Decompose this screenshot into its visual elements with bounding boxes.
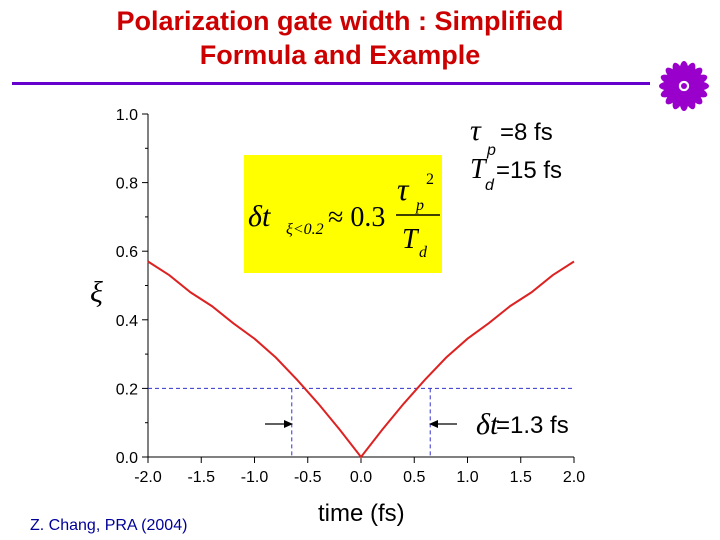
y-tick-label: 1.0 <box>116 107 138 124</box>
logo-petal <box>672 90 684 110</box>
formula-approx: ≈ 0.3 <box>328 202 385 233</box>
x-tick-label: 1.5 <box>510 469 532 486</box>
formula-box: δt ξ<0.2 ≈ 0.3 τ p 2 T d <box>244 155 442 273</box>
x-tick-label: -1.0 <box>241 469 269 486</box>
chart-axes: 0.0 0.2 0.4 0.6 0.8 1.0 -2.0 -1.5 -1.0 -0.5 0.0 0.5… <box>116 107 585 486</box>
y-tick-label: 0.8 <box>116 176 138 193</box>
formula-denominator-sub: d <box>419 244 428 261</box>
x-tick-label: 2.0 <box>563 469 585 486</box>
slide-title: Polarization gate width : Simplified For… <box>0 4 680 72</box>
formula-numerator-sub: p <box>415 197 424 214</box>
slide-title-line-2: Formula and Example <box>199 40 481 70</box>
logo-petal <box>686 67 703 84</box>
x-tick-label: 1.0 <box>456 469 478 486</box>
y-tick-label: 0.6 <box>116 244 138 261</box>
series-line <box>147 260 575 459</box>
title-divider <box>12 82 650 85</box>
slide-title-line-1: Polarization gate width : Simplified <box>116 6 564 36</box>
x-tick-label: -1.5 <box>187 469 215 486</box>
x-axis-label: time (fs) <box>318 500 405 527</box>
x-tick-label: -2.0 <box>134 469 162 486</box>
gate-width-value: =1.3 fs <box>496 412 569 439</box>
delta-t-symbol: δt <box>476 408 499 441</box>
logo-petal <box>672 62 684 82</box>
formula-numerator: τ <box>397 171 410 207</box>
formula-lhs: δt <box>248 200 271 233</box>
citation: Z. Chang, PRA (2004) <box>30 517 188 534</box>
formula-subscript: ξ<0.2 <box>286 221 324 238</box>
logo-petal <box>688 86 708 98</box>
tau-symbol: τ <box>470 114 482 147</box>
formula-numerator-exp: 2 <box>426 171 434 188</box>
tau-p-value: =8 fs <box>500 119 553 146</box>
t-d-value: =15 fs <box>496 157 562 184</box>
tau-subscript: p <box>486 142 496 159</box>
y-tick-label: 0.2 <box>116 381 138 398</box>
logo-petal <box>660 74 680 86</box>
y-tick-label: 0.4 <box>116 313 138 330</box>
arrow-right-head <box>429 420 438 428</box>
formula-background <box>244 155 442 273</box>
logo-petal <box>686 88 703 105</box>
t-subscript: d <box>485 177 495 194</box>
reference-lines <box>148 387 574 457</box>
logo-petal <box>665 88 682 105</box>
x-tick-label: 0.5 <box>403 469 425 486</box>
x-tick-label: 0.0 <box>350 469 372 486</box>
logo-petal <box>684 62 696 82</box>
formula-denominator: T <box>402 224 420 255</box>
logo-petal <box>665 67 682 84</box>
arrow-left-head <box>284 420 293 428</box>
y-tick-label: 0.0 <box>116 450 138 467</box>
y-axis-label: ξ <box>90 276 103 309</box>
x-tick-label: -0.5 <box>294 469 322 486</box>
t-symbol: T <box>470 154 488 185</box>
flower-logo-icon <box>659 61 709 111</box>
